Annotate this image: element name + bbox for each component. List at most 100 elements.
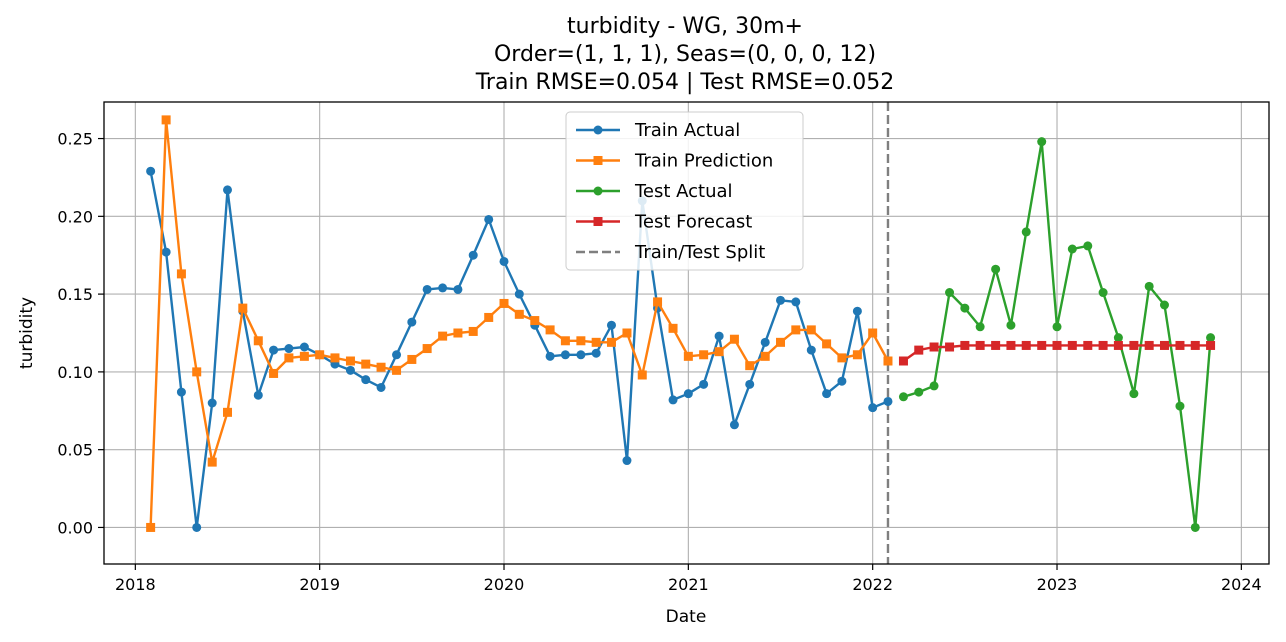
- y-axis-label: turbidity: [17, 297, 37, 369]
- train-prediction-point: [883, 356, 893, 366]
- test-actual-point: [975, 322, 985, 332]
- train-actual-point: [745, 379, 755, 389]
- test-actual-point: [1021, 227, 1031, 237]
- test-forecast-point: [1098, 340, 1108, 350]
- train-actual-point: [484, 214, 494, 224]
- train-actual-point: [299, 342, 309, 352]
- train-actual-point: [253, 390, 263, 400]
- train-prediction-point: [668, 323, 678, 333]
- train-prediction-point: [591, 337, 601, 347]
- x-tick-label: 2018: [115, 575, 156, 594]
- train-actual-point: [438, 283, 448, 293]
- train-prediction-point: [176, 269, 186, 279]
- test-actual-point: [1098, 288, 1108, 298]
- test-forecast-point: [1144, 340, 1154, 350]
- train-prediction-point: [745, 361, 755, 371]
- train-prediction-point: [699, 350, 709, 360]
- test-actual-point: [929, 381, 939, 391]
- test-actual-point: [945, 288, 955, 298]
- test-forecast-point: [960, 340, 970, 350]
- train-prediction-point: [376, 362, 386, 372]
- x-tick-label: 2022: [852, 575, 893, 594]
- legend-label-test-forecast: Test Forecast: [634, 212, 752, 233]
- train-prediction-point: [530, 316, 540, 326]
- test-forecast-point: [1175, 340, 1185, 350]
- train-actual-point: [791, 297, 801, 307]
- train-actual-point: [468, 250, 478, 260]
- train-actual-point: [161, 247, 171, 257]
- train-prediction-point: [269, 368, 279, 378]
- train-prediction-point: [499, 298, 509, 308]
- legend-label-train-prediction: Train Prediction: [634, 151, 773, 172]
- test-actual-point: [1113, 333, 1123, 343]
- train-actual-point: [545, 351, 555, 361]
- train-actual-point: [284, 344, 294, 354]
- legend-marker-train-actual: [593, 125, 603, 135]
- train-actual-point: [606, 320, 616, 330]
- test-actual-point: [1206, 333, 1216, 343]
- train-prediction-point: [560, 336, 570, 346]
- series-train-prediction: [146, 115, 893, 532]
- test-forecast-point: [914, 345, 924, 355]
- y-tick-label: 0.05: [57, 441, 93, 460]
- series-test-forecast: [898, 340, 1216, 366]
- train-actual-point: [760, 337, 770, 347]
- train-actual-point: [560, 350, 570, 360]
- train-prediction-point: [223, 407, 233, 417]
- test-actual-point: [1144, 281, 1154, 291]
- train-prediction-point: [330, 353, 340, 363]
- train-prediction-point: [392, 365, 402, 375]
- train-actual-point: [837, 376, 847, 386]
- y-tick-label: 0.00: [57, 518, 93, 537]
- test-forecast-point: [1206, 340, 1216, 350]
- test-forecast-point: [1052, 340, 1062, 350]
- train-prediction-point: [622, 328, 632, 338]
- train-actual-point: [223, 185, 233, 195]
- train-actual-point: [714, 331, 724, 341]
- legend-label-train-test-split: Train/Test Split: [634, 242, 765, 263]
- train-actual-point: [176, 387, 186, 397]
- train-prediction-point: [192, 367, 202, 377]
- x-tick-label: 2021: [668, 575, 709, 594]
- x-tick-label: 2024: [1221, 575, 1262, 594]
- train-prediction-point: [760, 351, 770, 361]
- train-prediction-point: [606, 337, 616, 347]
- test-actual-point: [1190, 522, 1200, 532]
- x-tick-label: 2023: [1037, 575, 1078, 594]
- test-forecast-point: [1190, 340, 1200, 350]
- test-actual-point: [1175, 401, 1185, 411]
- train-actual-point: [591, 348, 601, 358]
- series-test-actual: [898, 137, 1216, 532]
- chart-title-line-2: Order=(1, 1, 1), Seas=(0, 0, 0, 12): [494, 42, 876, 67]
- train-actual-point: [361, 375, 371, 385]
- test-forecast-point: [929, 342, 939, 352]
- test-forecast-point: [945, 342, 955, 352]
- legend-label-test-actual: Test Actual: [634, 181, 733, 202]
- legend-marker-test-forecast: [593, 217, 603, 226]
- train-prediction-point: [407, 354, 417, 364]
- train-prediction-point: [299, 351, 309, 361]
- train-prediction-point: [468, 326, 478, 336]
- train-actual-point: [514, 289, 524, 299]
- train-actual-point: [776, 295, 786, 305]
- train-actual-point: [822, 389, 832, 399]
- train-actual-point: [729, 420, 739, 430]
- test-actual-point: [960, 303, 970, 313]
- train-prediction-point: [576, 336, 586, 346]
- train-actual-point: [453, 284, 463, 294]
- test-actual-point: [1037, 137, 1047, 147]
- train-prediction-point: [868, 328, 878, 338]
- series-train-actual: [146, 166, 893, 532]
- test-actual-point: [991, 264, 1001, 274]
- y-tick-label: 0.20: [57, 207, 93, 226]
- train-prediction-point: [284, 353, 294, 363]
- x-axis-label: Date: [666, 607, 707, 627]
- y-tick-label: 0.10: [57, 363, 93, 382]
- train-actual-point: [376, 382, 386, 392]
- train-prediction-point: [637, 370, 647, 380]
- test-actual-point: [1067, 244, 1077, 254]
- y-tick-label: 0.15: [57, 285, 93, 304]
- train-actual-point: [852, 306, 862, 316]
- train-prediction-point: [776, 337, 786, 347]
